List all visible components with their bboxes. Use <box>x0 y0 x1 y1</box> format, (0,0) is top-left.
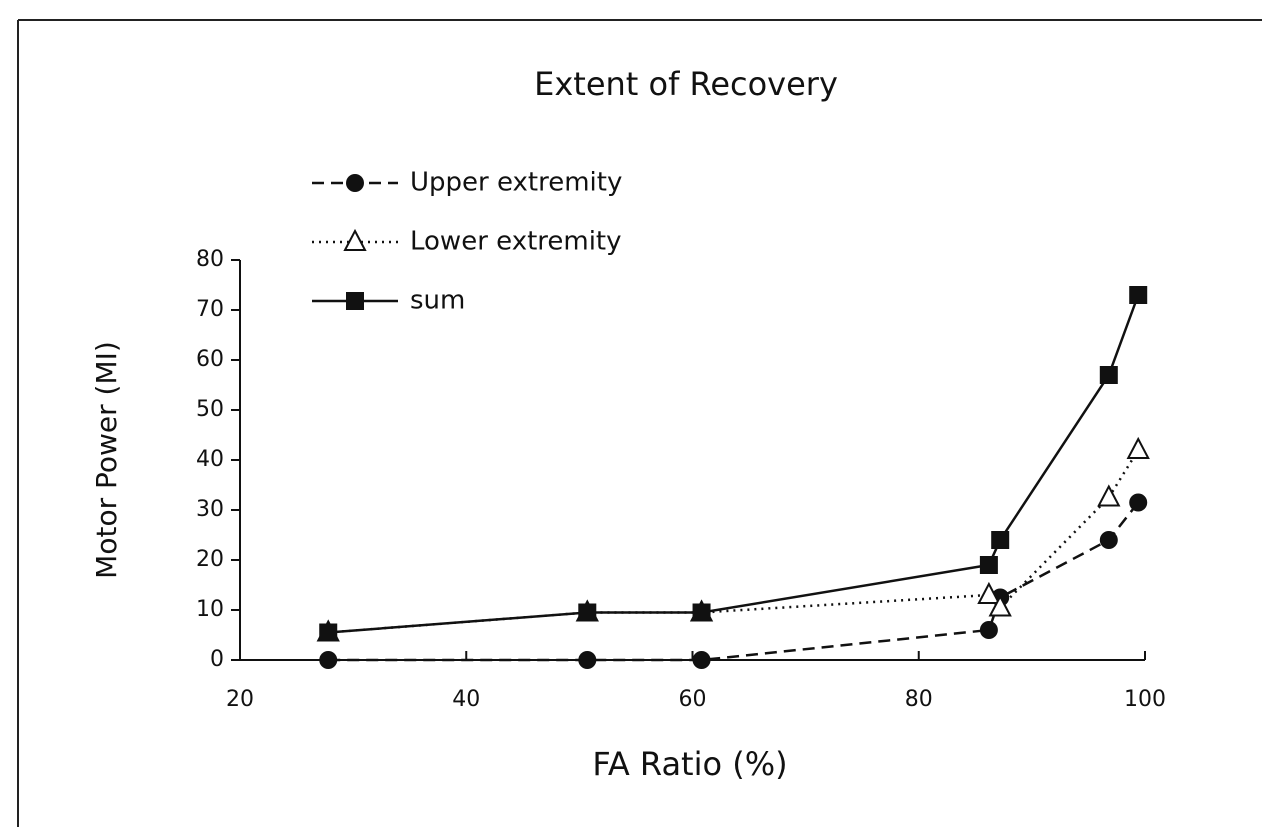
x-axis-label: FA Ratio (%) <box>592 745 787 783</box>
series-line <box>328 449 1140 634</box>
x-tick-label: 80 <box>905 687 933 712</box>
legend-label: Lower extremity <box>410 227 622 257</box>
point <box>319 623 338 642</box>
y-tick-label: 10 <box>196 597 224 622</box>
x-tick-label: 60 <box>679 687 707 712</box>
point <box>991 531 1010 549</box>
point <box>319 651 338 669</box>
y-tick-label: 20 <box>196 547 224 572</box>
point <box>1129 286 1148 304</box>
x-tick-label: 100 <box>1124 687 1166 712</box>
point <box>692 651 711 669</box>
legend-marker <box>343 228 367 251</box>
legend-marker <box>346 174 364 192</box>
series-line <box>328 501 1140 662</box>
point <box>1099 366 1118 384</box>
y-tick-label: 70 <box>196 297 224 322</box>
point <box>692 603 711 622</box>
y-tick-label: 0 <box>210 647 224 672</box>
point <box>1129 493 1148 512</box>
point <box>979 556 998 574</box>
x-tick-label: 20 <box>226 687 254 712</box>
y-tick-label: 80 <box>196 247 224 272</box>
legend-marker <box>346 292 364 310</box>
point <box>578 651 597 669</box>
series-line <box>328 294 1140 634</box>
chart-title: Extent of Recovery <box>534 65 838 103</box>
legend-label: Upper extremity <box>410 168 622 198</box>
point <box>988 594 1012 617</box>
legend-label: sum <box>410 286 465 316</box>
point <box>979 621 998 639</box>
point <box>578 603 597 622</box>
point <box>1126 436 1150 459</box>
y-tick-label: 30 <box>196 497 224 522</box>
y-tick-label: 40 <box>196 447 224 472</box>
point <box>1099 531 1118 549</box>
y-tick-label: 60 <box>196 347 224 372</box>
point <box>977 581 1001 604</box>
y-axis-label: Motor Power (MI) <box>90 341 123 579</box>
y-tick-label: 50 <box>196 397 224 422</box>
point <box>1097 484 1121 507</box>
x-tick-label: 40 <box>452 687 480 712</box>
